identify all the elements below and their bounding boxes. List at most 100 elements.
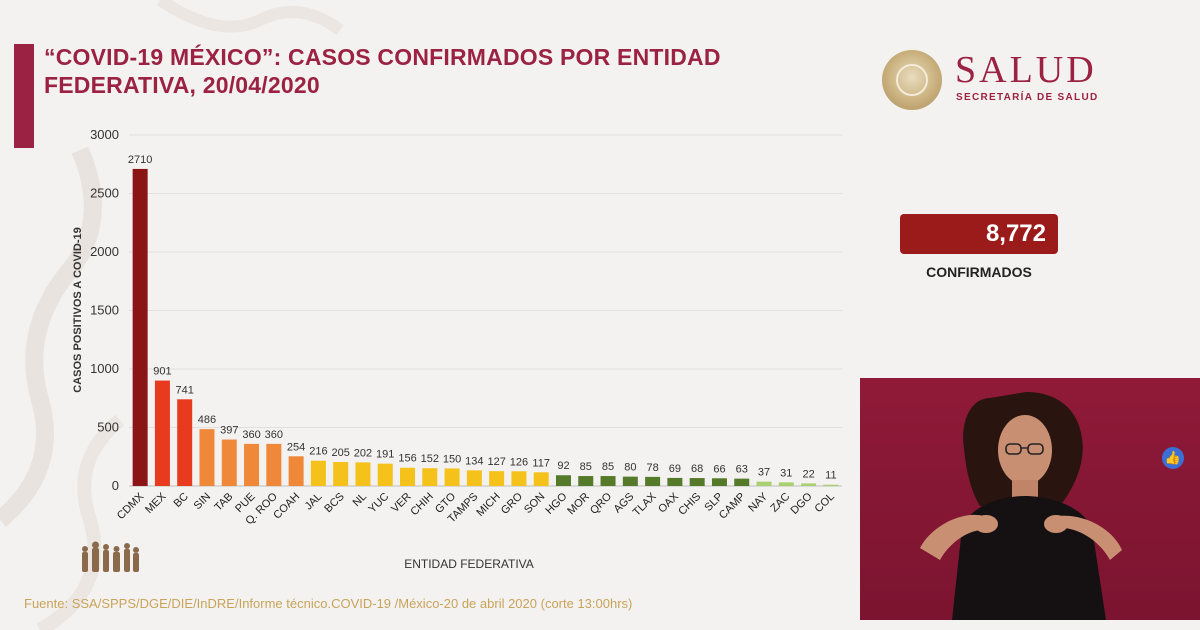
bar-value-label: 37	[758, 467, 770, 479]
x-tick-label: BCS	[322, 491, 346, 515]
confirmed-total-value: 8,772	[900, 214, 1058, 254]
bar-value-label: 205	[331, 447, 349, 459]
title-line-2: FEDERATIVA, 20/04/2020	[44, 72, 320, 98]
x-tick-label: NAY	[746, 490, 770, 514]
bar-tamps	[466, 470, 482, 486]
bar-mex	[154, 380, 170, 486]
bar-value-label: 156	[398, 453, 416, 465]
x-tick-label: GRO	[499, 490, 526, 517]
bar-value-label: 85	[580, 461, 592, 473]
logo-subtitle: SECRETARÍA DE SALUD	[956, 92, 1099, 103]
bar-ags	[622, 476, 638, 486]
bar-tab	[221, 439, 237, 486]
page-title: “COVID-19 MÉXICO”: CASOS CONFIRMADOS POR…	[44, 43, 844, 99]
bar-gto	[444, 468, 460, 486]
heritage-figures-icon	[82, 541, 139, 572]
x-tick-label: TLAX	[631, 490, 659, 518]
bar-value-label: 152	[421, 453, 439, 465]
y-tick-label: 1000	[90, 361, 119, 376]
bar-jal	[310, 460, 326, 486]
bar-mich	[489, 471, 505, 486]
x-axis-label: ENTIDAD FEDERATIVA	[404, 557, 534, 571]
y-tick-label: 1500	[90, 303, 119, 318]
bar-chih	[422, 468, 438, 486]
bar-tlax	[645, 476, 661, 486]
bar-nl	[355, 462, 371, 486]
bar-value-label: 117	[532, 457, 550, 469]
x-tick-label: JAL	[303, 491, 325, 513]
x-tick-label: SON	[522, 491, 547, 516]
y-tick-label: 3000	[90, 127, 119, 142]
x-tick-label: DGO	[788, 490, 815, 517]
y-tick-label: 0	[112, 478, 119, 493]
y-tick-label: 2000	[90, 244, 119, 259]
bar-value-label: 63	[736, 464, 748, 476]
x-tick-label: ZAC	[768, 491, 792, 515]
bar-value-label: 92	[557, 460, 569, 472]
bar-value-label: 360	[265, 429, 283, 441]
title-accent-bar	[14, 44, 34, 148]
bar-value-label: 397	[220, 425, 238, 437]
bar-value-label: 126	[510, 456, 528, 468]
salud-logo: SALUD SECRETARÍA DE SALUD	[882, 48, 1122, 112]
bar-pue	[244, 443, 260, 486]
bar-value-label: 134	[465, 455, 483, 467]
bar-value-label: 2710	[128, 154, 152, 166]
bar-qro	[600, 476, 616, 486]
bar-value-label: 486	[198, 414, 216, 426]
x-tick-label: CDMX	[115, 490, 147, 522]
bar-mor	[578, 476, 594, 486]
x-tick-label: YUC	[366, 491, 391, 516]
bar-value-label: 360	[242, 429, 260, 441]
bar-coah	[288, 456, 304, 486]
x-tick-label: MICH	[474, 491, 502, 519]
bar-value-label: 22	[802, 468, 814, 480]
interpreter-figure	[920, 392, 1122, 620]
bar-dgo	[801, 483, 817, 486]
logo-brand: SALUD	[955, 49, 1097, 91]
bar-cdmx	[132, 168, 148, 486]
bar-hgo	[555, 475, 571, 486]
y-tick-label: 2500	[90, 186, 119, 201]
sign-language-interpreter-video	[860, 378, 1200, 620]
confirmed-total-label: CONFIRMADOS	[926, 264, 1032, 280]
bar-value-label: 202	[354, 447, 372, 459]
x-tick-label: TAB	[212, 491, 235, 514]
bar-yuc	[377, 463, 393, 486]
bar-oax	[667, 477, 683, 486]
x-tick-label: SIN	[192, 491, 213, 512]
x-tick-label: BC	[172, 491, 191, 510]
x-tick-label: COL	[812, 491, 836, 515]
national-seal-icon	[882, 50, 942, 110]
x-tick-label: CHIH	[408, 491, 436, 519]
y-tick-label: 500	[97, 420, 119, 435]
bar-zac	[778, 482, 794, 486]
bar-col	[823, 484, 839, 486]
bar-value-label: 216	[309, 446, 327, 458]
bar-bc	[177, 399, 193, 486]
bar-value-label: 85	[602, 461, 614, 473]
bar-slp	[711, 478, 727, 486]
bar-value-label: 127	[487, 456, 505, 468]
bar-value-label: 191	[376, 449, 394, 461]
x-tick-label: MEX	[143, 490, 169, 516]
bar-value-label: 150	[443, 453, 461, 465]
bar-ver	[400, 467, 416, 486]
bar-value-label: 78	[646, 462, 658, 474]
bar-value-label: 11	[825, 470, 836, 482]
x-tick-label: MOR	[565, 491, 592, 518]
bar-value-label: 31	[780, 467, 792, 479]
bar-camp	[734, 478, 750, 486]
bar-chis	[689, 478, 705, 486]
bar-value-label: 254	[287, 441, 305, 453]
cases-bar-chart: 0 500 1000 1500 2000 2500 3000 2710 901 741 486 39…	[72, 127, 842, 571]
source-footnote: Fuente: SSA/SPPS/DGE/DIE/InDRE/Informe t…	[24, 596, 633, 611]
bar-value-label: 741	[176, 384, 194, 396]
facebook-like-icon: 👍	[1162, 447, 1184, 469]
bar-qroo	[266, 443, 282, 486]
bar-value-label: 80	[624, 462, 636, 474]
title-line-1: “COVID-19 MÉXICO”: CASOS CONFIRMADOS POR…	[44, 44, 721, 70]
x-tick-label: HGO	[543, 490, 570, 517]
bar-value-label: 901	[153, 366, 171, 378]
bar-nay	[756, 481, 772, 486]
